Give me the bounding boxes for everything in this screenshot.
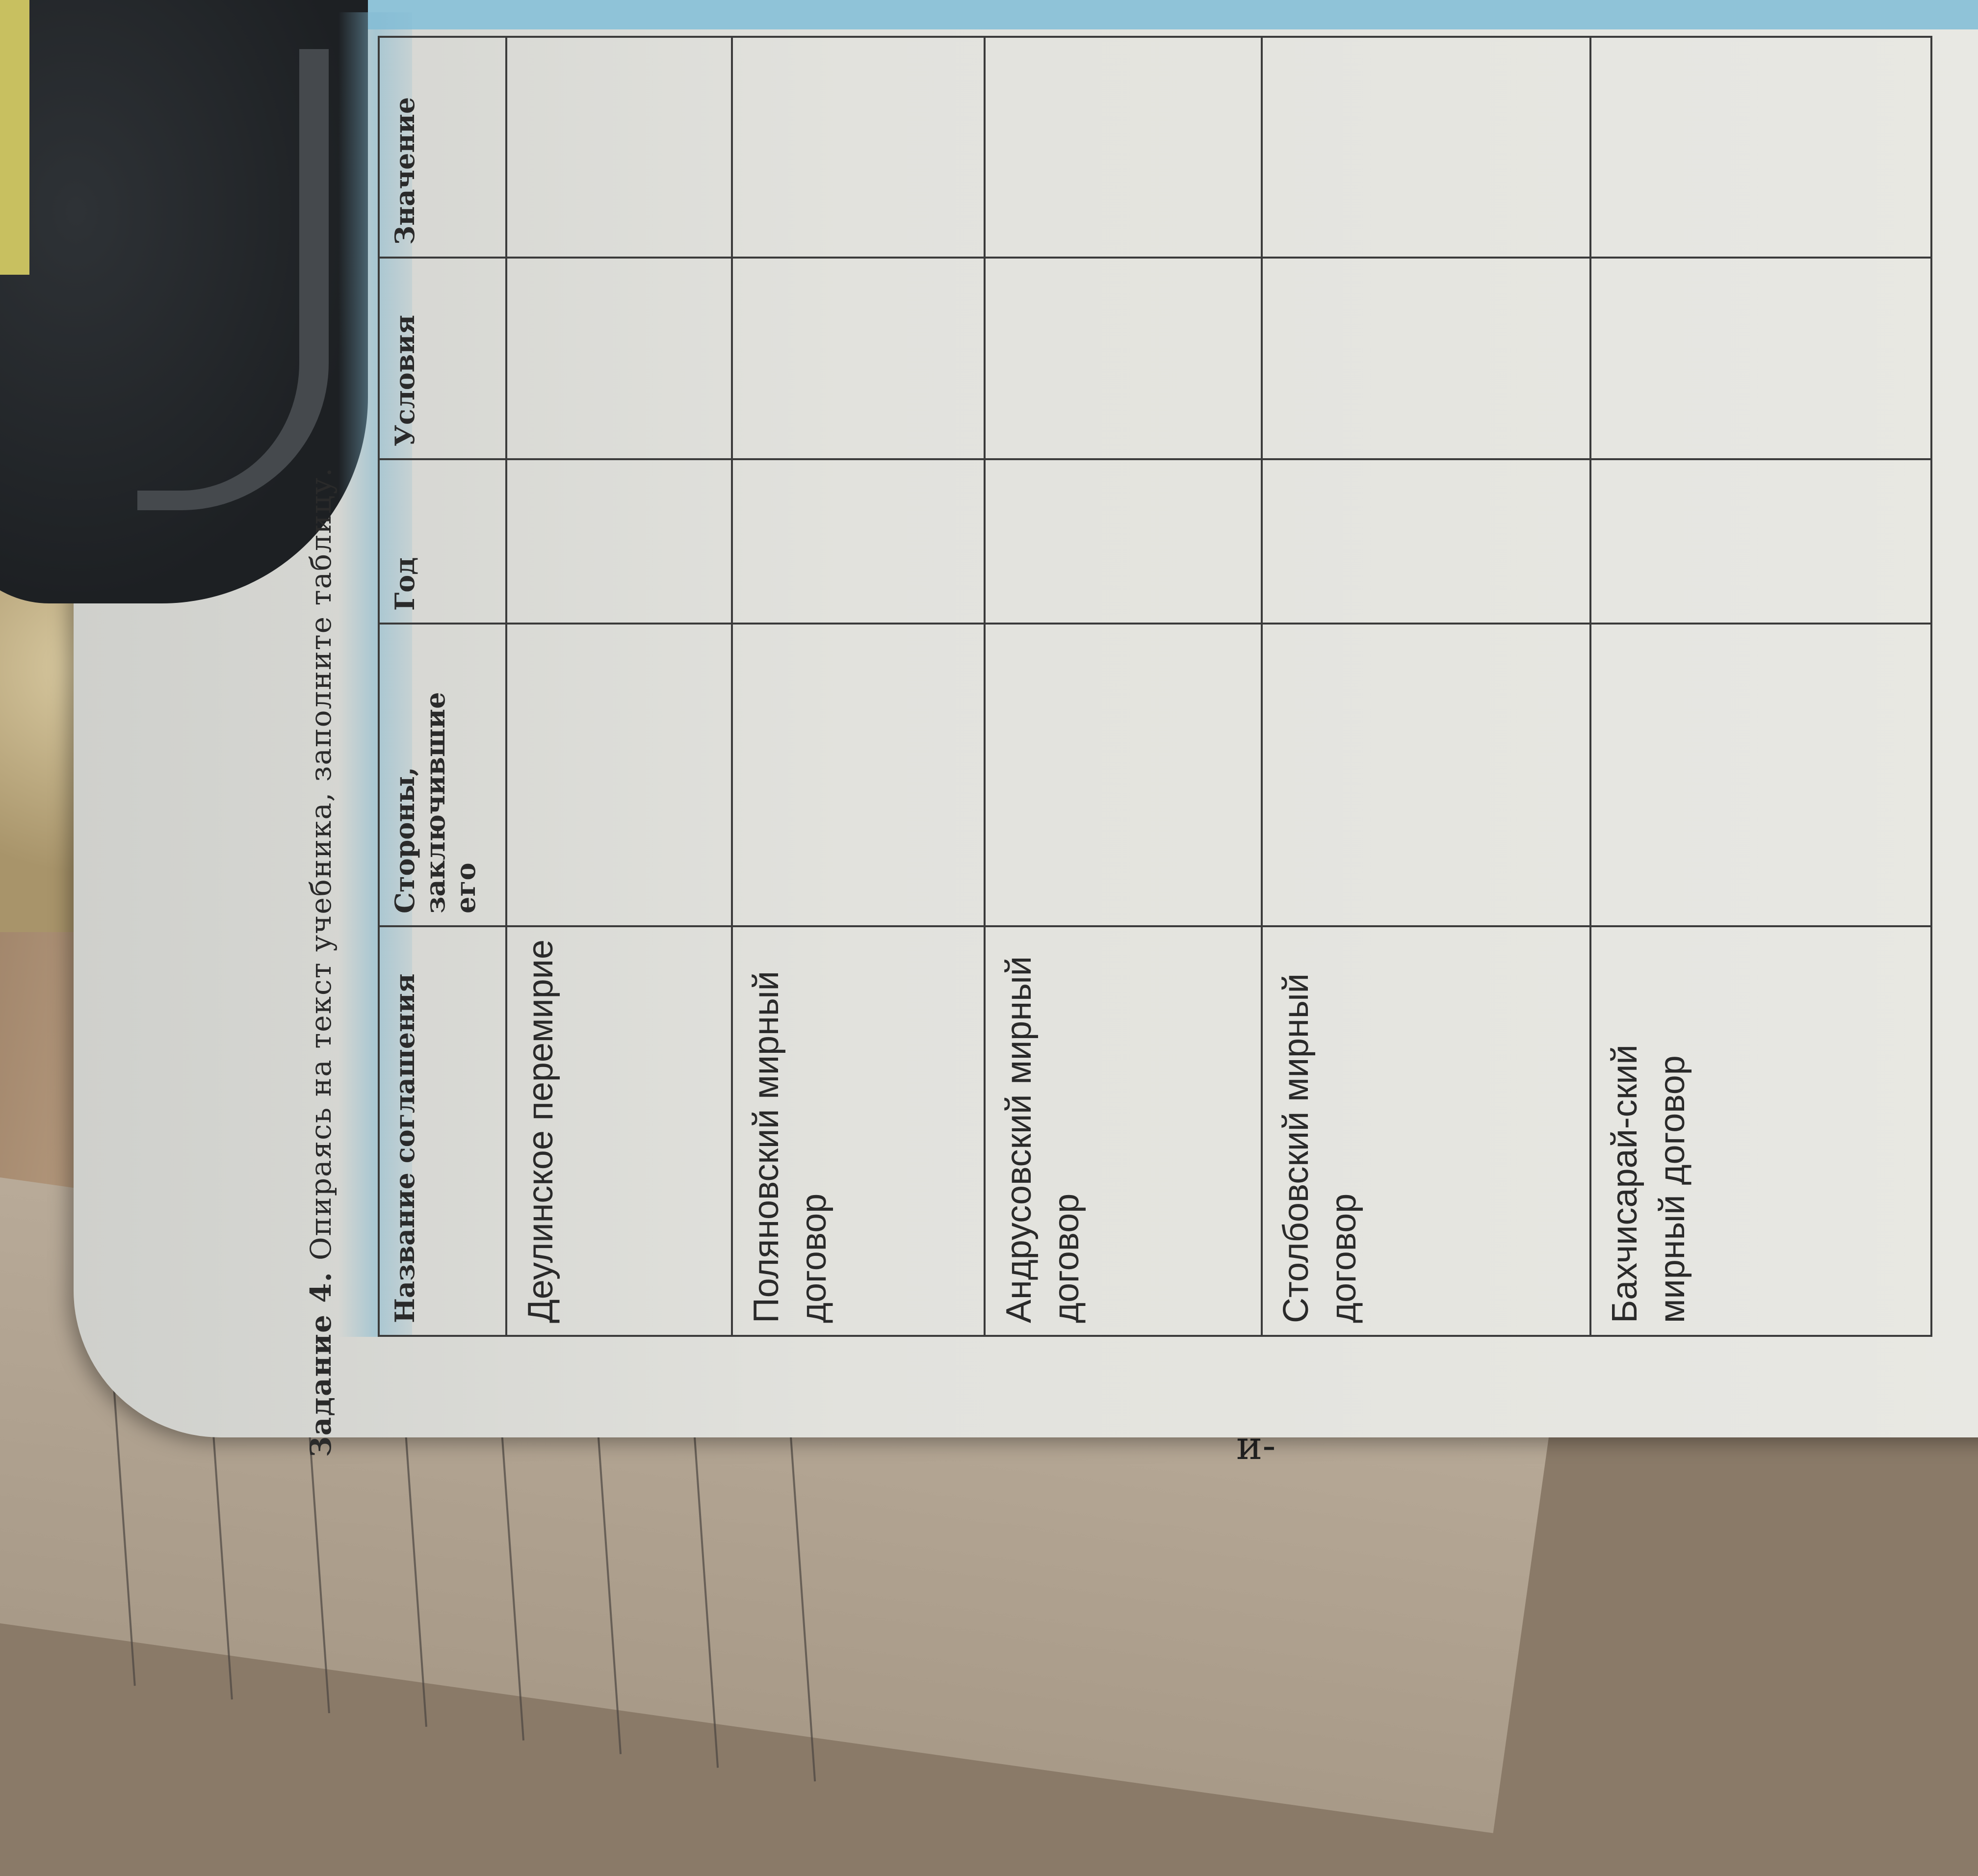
rotated-page-content: Задание 4. Опираясь на текст учебника, з…	[270, 0, 1938, 1457]
cell-parties[interactable]	[1590, 624, 1931, 926]
cell-significance[interactable]	[506, 37, 732, 258]
cell-parties[interactable]	[506, 624, 732, 926]
cell-year[interactable]	[732, 459, 985, 624]
cell-significance[interactable]	[1262, 37, 1590, 258]
cell-conditions[interactable]	[1590, 258, 1931, 459]
cell-parties[interactable]	[985, 624, 1262, 926]
yellow-object	[0, 0, 29, 275]
header-significance: Значение	[379, 37, 506, 258]
cell-conditions[interactable]	[506, 258, 732, 459]
cell-conditions[interactable]	[732, 258, 985, 459]
table-header-row: Название соглашения Стороны, заключившие…	[379, 37, 506, 1336]
table-row: Поляновский мирный договор	[732, 37, 985, 1336]
task-title: Задание 4. Опираясь на текст учебника, з…	[304, 467, 338, 1457]
cell-conditions[interactable]	[1262, 258, 1590, 459]
table-row: Бахчисарай-ский мирный договор	[1590, 37, 1931, 1336]
header-year: Год	[379, 459, 506, 624]
table-row: Деулинское перемирие	[506, 37, 732, 1336]
cell-parties[interactable]	[1262, 624, 1590, 926]
cell-year[interactable]	[1590, 459, 1931, 624]
row-name: Поляновский мирный договор	[732, 926, 985, 1336]
row-name: Деулинское перемирие	[506, 926, 732, 1336]
page-edge-blue	[294, 0, 1978, 29]
row-name: Бахчисарай-ский мирный договор	[1590, 926, 1931, 1336]
cell-year[interactable]	[1262, 459, 1590, 624]
table-row: Столбовский мирный договор	[1262, 37, 1590, 1336]
cell-year[interactable]	[985, 459, 1262, 624]
agreements-table: Название соглашения Стороны, заключившие…	[378, 36, 1932, 1337]
cell-parties[interactable]	[732, 624, 985, 926]
cell-significance[interactable]	[985, 37, 1262, 258]
task-instruction: Опираясь на текст учебника, заполните та…	[304, 467, 338, 1261]
header-conditions: Условия	[379, 258, 506, 459]
cell-significance[interactable]	[1590, 37, 1931, 258]
dark-object	[0, 0, 368, 603]
cell-significance[interactable]	[732, 37, 985, 258]
row-name: Столбовский мирный договор	[1262, 926, 1590, 1336]
task-number: Задание 4.	[304, 1271, 338, 1457]
header-parties: Стороны, заключившие его	[379, 624, 506, 926]
header-name: Название соглашения	[379, 926, 506, 1336]
cell-conditions[interactable]	[985, 258, 1262, 459]
row-name: Андрусовский мирный договор	[985, 926, 1262, 1336]
table-row: Андрусовский мирный договор	[985, 37, 1262, 1336]
cell-year[interactable]	[506, 459, 732, 624]
